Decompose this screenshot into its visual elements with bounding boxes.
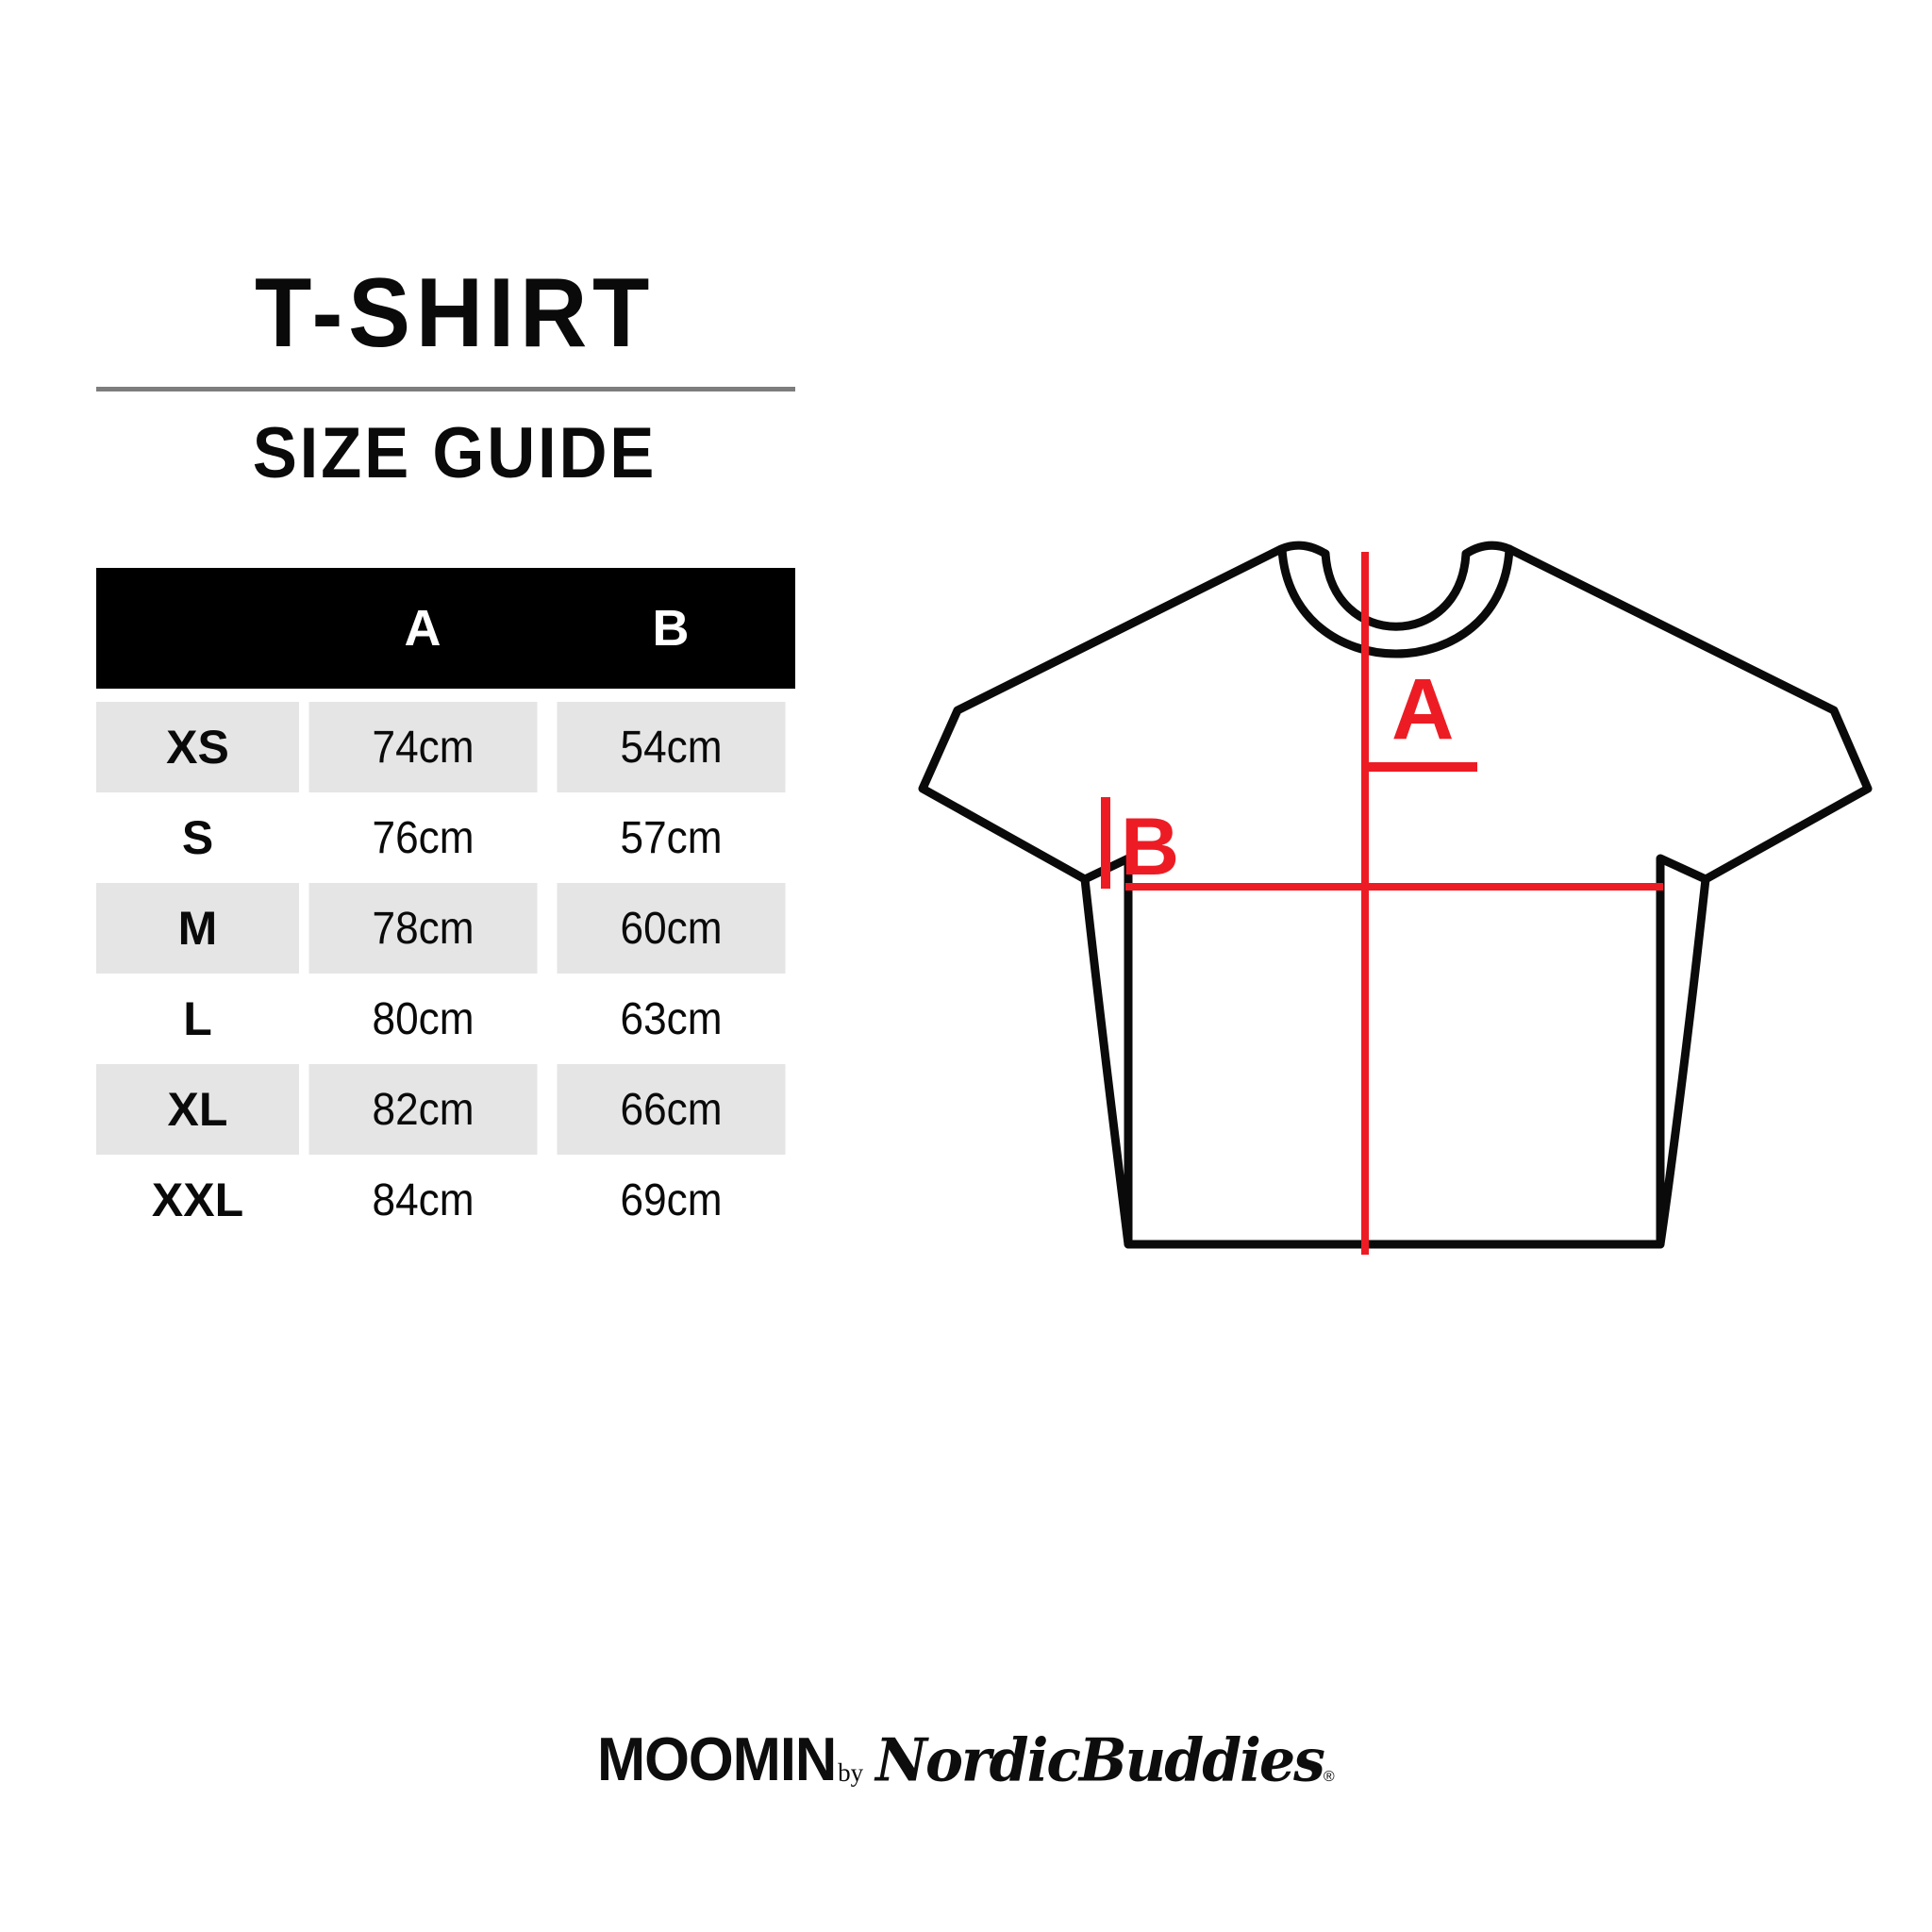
title-divider	[96, 387, 795, 391]
table-row: XS 74cm 54cm	[96, 702, 795, 792]
row-value-b: 69cm	[620, 1174, 723, 1225]
row-size-label: L	[183, 992, 212, 1045]
left-sleeve-seam	[1080, 874, 1133, 1249]
table-row: XXL 84cm 69cm	[96, 1155, 795, 1245]
logo-connector-by: by	[838, 1758, 864, 1787]
size-table-head: A B	[96, 568, 795, 689]
page-subtitle: SIZE GUIDE	[252, 413, 658, 493]
table-row: S 76cm 57cm	[96, 792, 795, 883]
brand-logo: MOOMIN by NordicBuddies ®	[0, 1726, 1932, 1796]
size-table: A B XS 74cm 54cm S 76cm 57cm M 78cm 60cm	[96, 568, 795, 1245]
logo-moomin-wordmark: MOOMIN	[597, 1724, 837, 1794]
row-value-b: 63cm	[620, 993, 723, 1044]
size-table-body: XS 74cm 54cm S 76cm 57cm M 78cm 60cm L 8…	[96, 689, 795, 1245]
table-row: M 78cm 60cm	[96, 883, 795, 974]
row-value-b: 60cm	[557, 883, 786, 974]
tshirt-outline-svg: A B	[918, 541, 1873, 1255]
right-sleeve-seam	[1656, 874, 1710, 1249]
column-header-b: B	[547, 568, 795, 689]
row-value-a: 80cm	[372, 993, 475, 1044]
registered-trademark-icon: ®	[1323, 1769, 1335, 1785]
row-size-label: XL	[96, 1064, 299, 1155]
measure-label-b: B	[1121, 802, 1179, 892]
row-size-label: XS	[96, 702, 299, 792]
header-block: T-SHIRT SIZE GUIDE	[96, 264, 813, 490]
logo-nordicbuddies-wordmark: NordicBuddies	[875, 1726, 1325, 1796]
row-value-b: 66cm	[557, 1064, 786, 1155]
column-header-size	[96, 568, 299, 689]
tshirt-body-outline	[918, 541, 1873, 1249]
row-value-b: 57cm	[620, 812, 723, 863]
row-value-a: 82cm	[308, 1064, 538, 1155]
row-value-a: 84cm	[372, 1174, 475, 1225]
table-gap	[96, 689, 795, 702]
table-header-row: A B	[96, 568, 795, 689]
collar-inner-curve	[1277, 544, 1514, 658]
table-row: XL 82cm 66cm	[96, 1064, 795, 1155]
measure-label-a: A	[1391, 661, 1454, 758]
row-value-a: 78cm	[308, 883, 538, 974]
row-value-a: 74cm	[308, 702, 538, 792]
tshirt-diagram: A B	[906, 509, 1887, 1302]
table-row: L 80cm 63cm	[96, 974, 795, 1064]
row-value-a: 76cm	[372, 812, 475, 863]
row-size-label: XXL	[151, 1174, 244, 1226]
column-header-a: A	[299, 568, 547, 689]
row-value-b: 54cm	[557, 702, 786, 792]
collar-outer-curve	[1321, 549, 1471, 631]
row-size-label: S	[181, 811, 214, 864]
row-size-label: M	[96, 883, 299, 974]
page-title: T-SHIRT	[254, 258, 656, 368]
